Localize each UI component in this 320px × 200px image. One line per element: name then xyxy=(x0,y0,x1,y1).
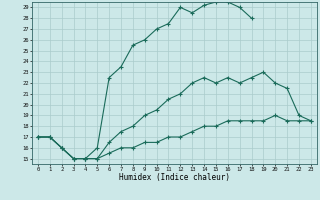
X-axis label: Humidex (Indice chaleur): Humidex (Indice chaleur) xyxy=(119,173,230,182)
